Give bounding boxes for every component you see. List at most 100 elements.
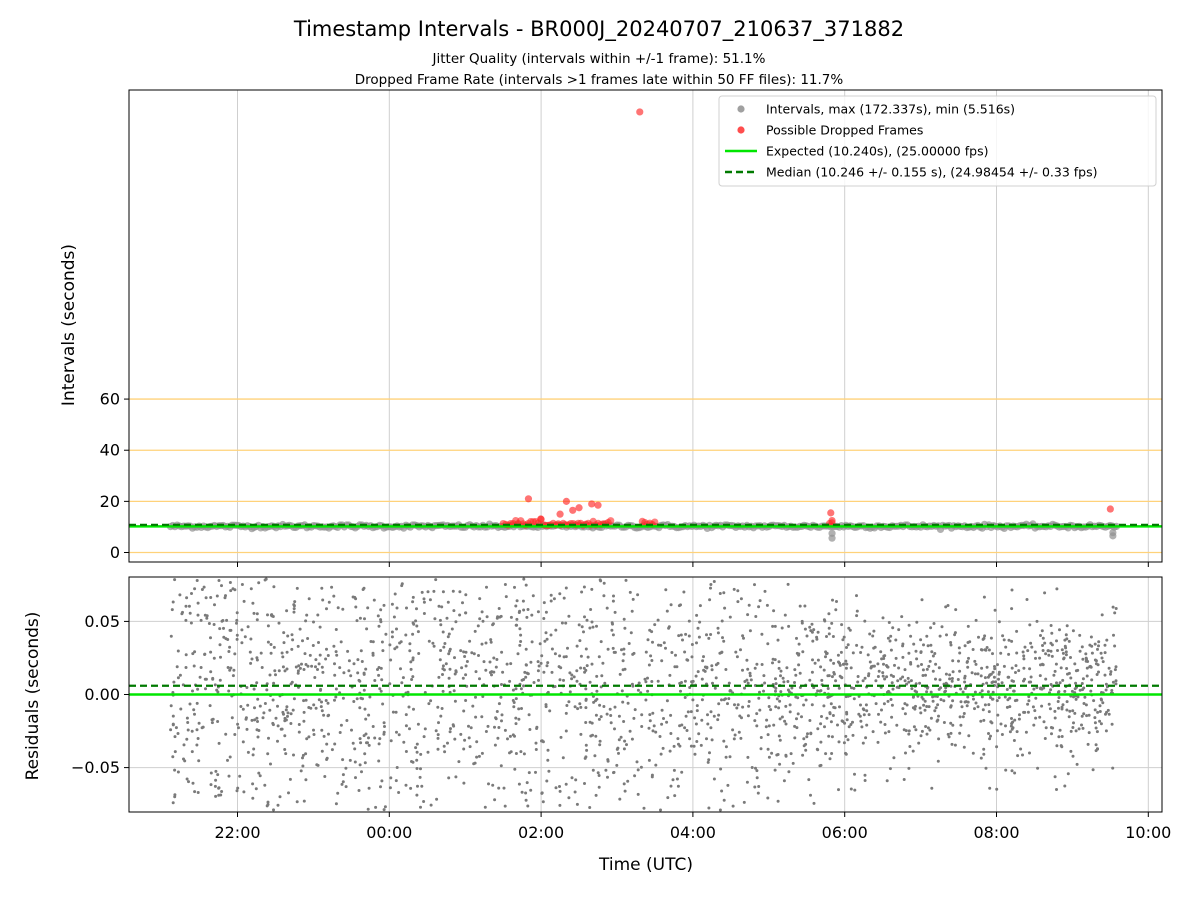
residual-point bbox=[246, 750, 250, 754]
residual-point bbox=[950, 679, 954, 683]
residual-point bbox=[544, 703, 548, 707]
residual-point bbox=[1010, 639, 1014, 643]
residual-point bbox=[390, 630, 394, 634]
residual-point bbox=[205, 614, 209, 618]
residual-point bbox=[564, 655, 568, 659]
residual-point bbox=[333, 698, 336, 702]
residual-point bbox=[176, 732, 180, 735]
residual-point bbox=[348, 758, 352, 762]
residual-point bbox=[539, 661, 543, 665]
residual-point bbox=[1058, 728, 1062, 732]
residual-point bbox=[963, 644, 967, 648]
residual-point bbox=[951, 670, 955, 674]
residual-point bbox=[851, 733, 855, 737]
residual-point bbox=[631, 684, 635, 688]
residual-point bbox=[209, 650, 213, 654]
residual-point bbox=[721, 636, 724, 640]
residual-point bbox=[963, 680, 967, 684]
residual-point bbox=[948, 677, 952, 681]
residual-point bbox=[605, 606, 609, 610]
residual-point bbox=[700, 718, 704, 722]
residual-point bbox=[213, 603, 216, 607]
residual-point bbox=[907, 680, 911, 684]
residual-point bbox=[981, 637, 985, 641]
residual-point bbox=[1049, 641, 1053, 645]
residual-point bbox=[522, 678, 526, 681]
residual-point bbox=[892, 756, 896, 760]
residual-point bbox=[318, 625, 322, 629]
residual-point bbox=[220, 584, 223, 588]
residual-point bbox=[584, 755, 588, 759]
residual-point bbox=[325, 607, 328, 611]
residual-point bbox=[737, 730, 741, 734]
residual-point bbox=[594, 699, 597, 703]
residual-point bbox=[877, 712, 880, 716]
residual-point bbox=[782, 779, 786, 783]
bottom-x-tick-label: 04:00 bbox=[670, 823, 716, 842]
residual-point bbox=[919, 638, 923, 642]
residual-point bbox=[517, 717, 521, 721]
residual-point bbox=[584, 743, 588, 747]
residual-point bbox=[958, 669, 962, 673]
residual-point bbox=[426, 590, 430, 594]
residual-point bbox=[255, 656, 259, 660]
residual-point bbox=[1063, 689, 1067, 693]
residual-point bbox=[895, 723, 899, 727]
residual-point bbox=[990, 721, 994, 725]
residual-point bbox=[876, 740, 880, 744]
residual-point bbox=[584, 697, 588, 701]
residual-point bbox=[1097, 644, 1100, 648]
residual-point bbox=[925, 667, 929, 671]
residual-point bbox=[890, 715, 894, 719]
residual-point bbox=[845, 646, 848, 649]
residual-point bbox=[816, 630, 820, 634]
residual-point bbox=[991, 690, 995, 694]
residual-point bbox=[675, 777, 679, 781]
residual-point bbox=[588, 626, 592, 630]
residual-point bbox=[341, 758, 345, 762]
dropped-point bbox=[588, 500, 596, 508]
residual-point bbox=[520, 790, 524, 794]
residual-point bbox=[582, 666, 586, 670]
residual-point bbox=[524, 647, 528, 651]
residual-point bbox=[816, 727, 820, 731]
residual-point bbox=[790, 686, 794, 690]
residual-point bbox=[987, 732, 990, 735]
residual-point bbox=[253, 718, 257, 722]
residual-point bbox=[605, 712, 609, 716]
residual-point bbox=[361, 588, 365, 591]
residual-point bbox=[630, 609, 634, 613]
residual-point bbox=[358, 706, 362, 710]
residual-point bbox=[312, 620, 315, 624]
residual-point bbox=[1084, 659, 1088, 663]
residual-point bbox=[1051, 726, 1055, 730]
residual-point bbox=[435, 797, 439, 801]
top-y-tick-label: 20 bbox=[100, 492, 120, 511]
residual-point bbox=[758, 708, 762, 712]
residual-point bbox=[651, 729, 655, 733]
residual-point bbox=[842, 741, 846, 745]
residual-point bbox=[771, 657, 775, 661]
residual-point bbox=[261, 716, 265, 720]
residual-point bbox=[915, 690, 919, 694]
residual-point bbox=[1064, 646, 1068, 650]
residual-point bbox=[185, 777, 189, 781]
dropped-point bbox=[828, 516, 836, 525]
residual-point bbox=[665, 609, 669, 613]
residual-point bbox=[924, 673, 927, 677]
residual-point bbox=[983, 634, 987, 638]
residual-point bbox=[389, 658, 393, 662]
residual-point bbox=[446, 635, 450, 639]
residual-point bbox=[1069, 729, 1073, 733]
residual-point bbox=[929, 643, 933, 647]
residual-point bbox=[680, 723, 684, 727]
residual-point bbox=[771, 624, 775, 628]
residual-point bbox=[959, 687, 963, 691]
residual-point bbox=[772, 723, 776, 727]
residual-point bbox=[980, 648, 984, 652]
residual-point bbox=[844, 659, 848, 663]
residual-point bbox=[459, 732, 463, 736]
residual-point bbox=[360, 770, 363, 774]
residual-point bbox=[706, 722, 710, 726]
residual-point bbox=[1012, 679, 1015, 683]
